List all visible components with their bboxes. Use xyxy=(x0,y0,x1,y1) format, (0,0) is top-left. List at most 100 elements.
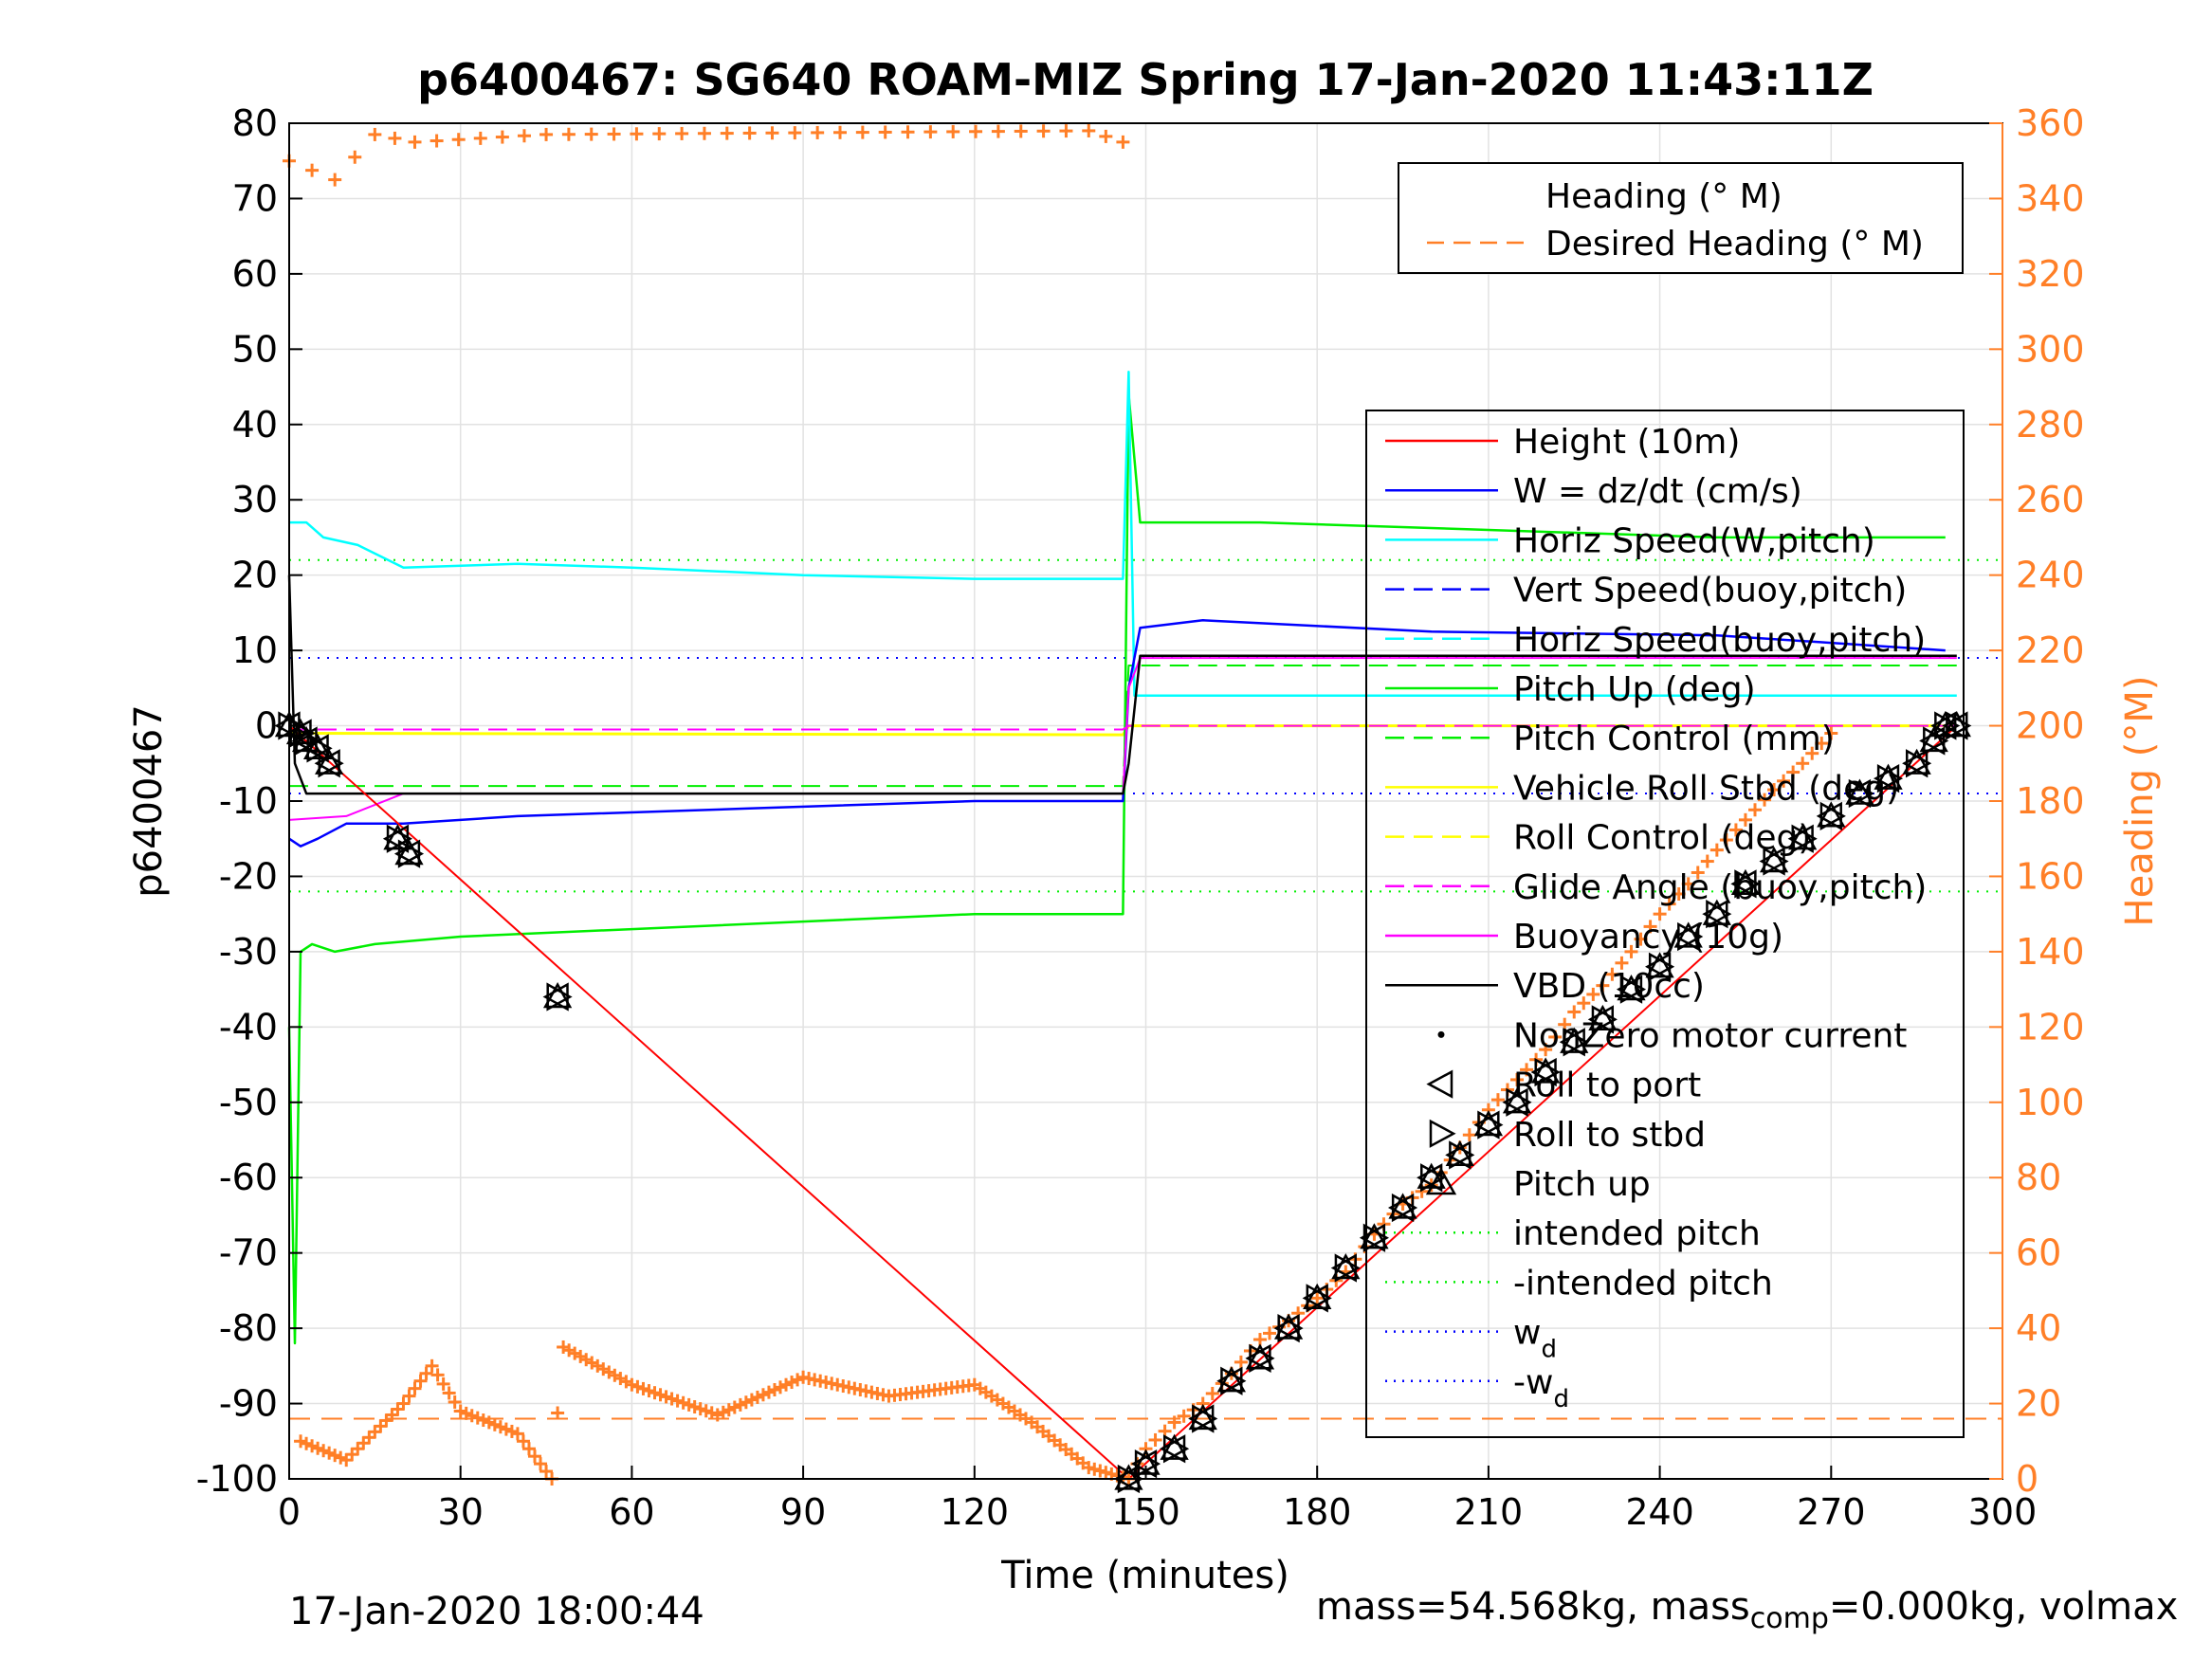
heading-point xyxy=(1653,907,1667,921)
y-tick-label: -10 xyxy=(219,780,278,822)
y2-tick-label: 0 xyxy=(2016,1458,2038,1500)
heading-point xyxy=(1747,803,1762,817)
tri-right xyxy=(1563,1028,1589,1057)
heading-point xyxy=(408,135,422,149)
y2-tick-label: 240 xyxy=(2016,555,2085,596)
tri-right xyxy=(1506,1087,1532,1117)
heading-point xyxy=(1700,854,1714,868)
motor-marker xyxy=(1730,868,1761,899)
heading-point xyxy=(1586,987,1600,1001)
tri-right xyxy=(397,839,425,868)
x-tick-label: 210 xyxy=(1454,1491,1524,1533)
heading-point xyxy=(1539,1043,1553,1057)
y-tick-label: -20 xyxy=(219,855,278,897)
tri-up xyxy=(1617,975,1646,1001)
tri-up xyxy=(1531,1057,1561,1084)
y2-tick-label: 280 xyxy=(2016,404,2085,446)
tri-right xyxy=(1362,1223,1390,1252)
footer-mass-sub: comp xyxy=(1749,1602,1829,1635)
motor-marker xyxy=(1559,1027,1589,1057)
heading-point xyxy=(1577,996,1591,1011)
y2-tick-label: 200 xyxy=(2016,705,2085,747)
y-tick-label: 60 xyxy=(232,253,278,295)
x-tick-label: 270 xyxy=(1797,1491,1866,1533)
tri-left xyxy=(382,824,410,853)
tri-left xyxy=(1130,1449,1158,1479)
heading-point xyxy=(742,126,757,140)
heading-point xyxy=(1681,877,1695,891)
y-tick-label: -30 xyxy=(219,931,278,973)
tri-up xyxy=(1874,763,1903,790)
y-tick-label: 80 xyxy=(232,102,278,144)
tri-right xyxy=(1946,711,1972,740)
legend-heading-label: Heading (° M) xyxy=(1545,177,1782,216)
y-tick-label: 30 xyxy=(232,479,278,520)
y-tick-label: 0 xyxy=(255,705,278,747)
y2-tick-label: 340 xyxy=(2016,177,2085,219)
legend-label: Buoyancy (10g) xyxy=(1513,918,1783,957)
tri-left xyxy=(1216,1366,1243,1395)
tri-left xyxy=(1330,1253,1357,1283)
legend-label: Pitch up xyxy=(1513,1165,1651,1204)
tri-left xyxy=(1445,1140,1472,1170)
tri-right xyxy=(1848,778,1874,809)
heading-point xyxy=(368,127,382,141)
heading-point xyxy=(1615,956,1629,970)
heading-point xyxy=(1643,920,1657,934)
x-tick-label: 120 xyxy=(941,1491,1010,1533)
x-tick-label: 0 xyxy=(278,1491,301,1533)
tri-left xyxy=(1530,1057,1557,1087)
x-axis-label: Time (minutes) xyxy=(1000,1554,1289,1597)
heading-point xyxy=(607,127,621,141)
heading-point xyxy=(630,127,644,141)
tri-left xyxy=(1473,1110,1500,1139)
motor-marker xyxy=(1902,748,1932,778)
heading-point xyxy=(697,126,711,140)
tri-left xyxy=(393,839,421,868)
tri-up xyxy=(1360,1223,1389,1249)
heading-point xyxy=(1548,1030,1563,1044)
heading-point xyxy=(408,1381,422,1395)
tri-left xyxy=(1873,764,1900,793)
tri-right xyxy=(1648,952,1675,981)
tri-right xyxy=(1334,1253,1361,1283)
heading-point xyxy=(1815,737,1829,751)
heading-point xyxy=(1014,124,1028,138)
legend-label: Height (10m) xyxy=(1513,423,1740,462)
plot-markers xyxy=(274,123,1972,1494)
legend-label: Pitch Control (mm) xyxy=(1513,720,1835,758)
heading-point xyxy=(430,134,444,148)
heading-point xyxy=(528,1449,542,1464)
y2-tick-label: 320 xyxy=(2016,253,2085,295)
tri-right xyxy=(546,982,573,1012)
y-tick-label: -60 xyxy=(219,1157,278,1198)
tri-left xyxy=(302,734,329,763)
heading-point xyxy=(517,129,531,143)
legend-swatch xyxy=(1429,1119,1456,1148)
chart-title: p6400467: SG640 ROAM-MIZ Spring 17-Jan-2… xyxy=(417,54,1874,105)
tri-up xyxy=(1245,1343,1275,1370)
heading-point xyxy=(425,1358,439,1373)
y-tick-label: 20 xyxy=(232,555,278,596)
heading-point xyxy=(1177,1409,1191,1423)
tri-right xyxy=(1763,847,1789,876)
tri-up xyxy=(302,733,333,760)
tri-right xyxy=(1449,1140,1475,1170)
legend-label: Roll to port xyxy=(1513,1066,1701,1105)
heading-point xyxy=(1709,843,1724,857)
tri-left xyxy=(1787,824,1814,853)
x-tick-label: 300 xyxy=(1968,1491,2038,1533)
tri-right xyxy=(1906,749,1932,778)
tri-left xyxy=(1387,1193,1415,1223)
heading-point xyxy=(946,124,960,138)
legend-label: intended pitch xyxy=(1513,1214,1761,1253)
y2-tick-label: 160 xyxy=(2016,855,2085,897)
legend-swatch xyxy=(1437,1030,1445,1038)
tri-up xyxy=(1702,899,1731,925)
heading-point xyxy=(448,1395,462,1409)
heading-point xyxy=(1082,123,1096,137)
motor-marker xyxy=(1160,1433,1190,1464)
heading-point xyxy=(1767,783,1782,797)
tri-left xyxy=(1930,711,1957,740)
tri-left xyxy=(1759,847,1785,876)
